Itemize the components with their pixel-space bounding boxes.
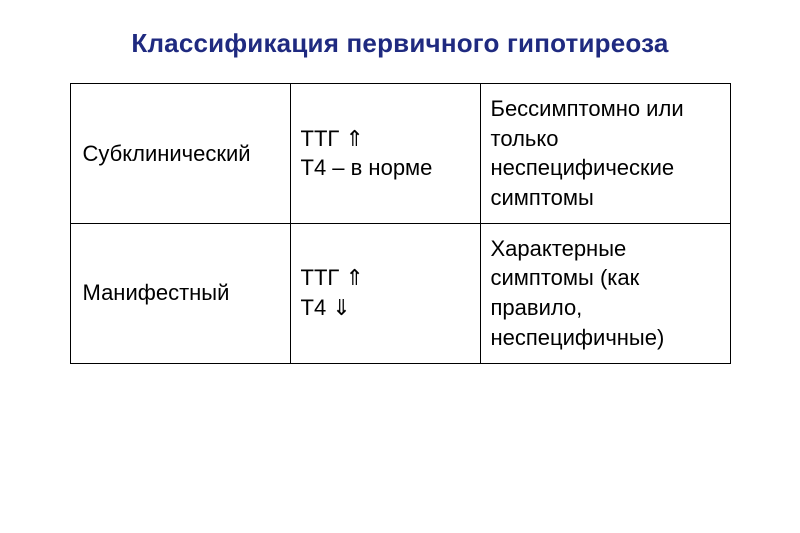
cell-text: Субклинический [83,139,280,169]
cell-text: Характерные симптомы (как правило, неспе… [491,234,724,353]
cell-hormones: ТТГ ⇑ Т4 ⇓ [290,223,480,363]
cell-text: ТТГ ⇑ Т4 – в норме [301,124,474,183]
cell-hormones: ТТГ ⇑ Т4 – в норме [290,84,480,224]
cell-text: ТТГ ⇑ Т4 ⇓ [301,263,474,322]
table-row: Субклинический ТТГ ⇑ Т4 – в норме Бессим… [70,84,730,224]
cell-clinic: Характерные симптомы (как правило, неспе… [480,223,730,363]
cell-type: Субклинический [70,84,290,224]
classification-table: Субклинический ТТГ ⇑ Т4 – в норме Бессим… [70,83,731,364]
cell-text: Манифестный [83,278,280,308]
cell-text: Бессимптомно или только неспецифические … [491,94,724,213]
cell-type: Манифестный [70,223,290,363]
slide: Классификация первичного гипотиреоза Суб… [0,0,800,533]
cell-clinic: Бессимптомно или только неспецифические … [480,84,730,224]
table-row: Манифестный ТТГ ⇑ Т4 ⇓ Характерные симпт… [70,223,730,363]
slide-title: Классификация первичного гипотиреоза [0,28,800,59]
